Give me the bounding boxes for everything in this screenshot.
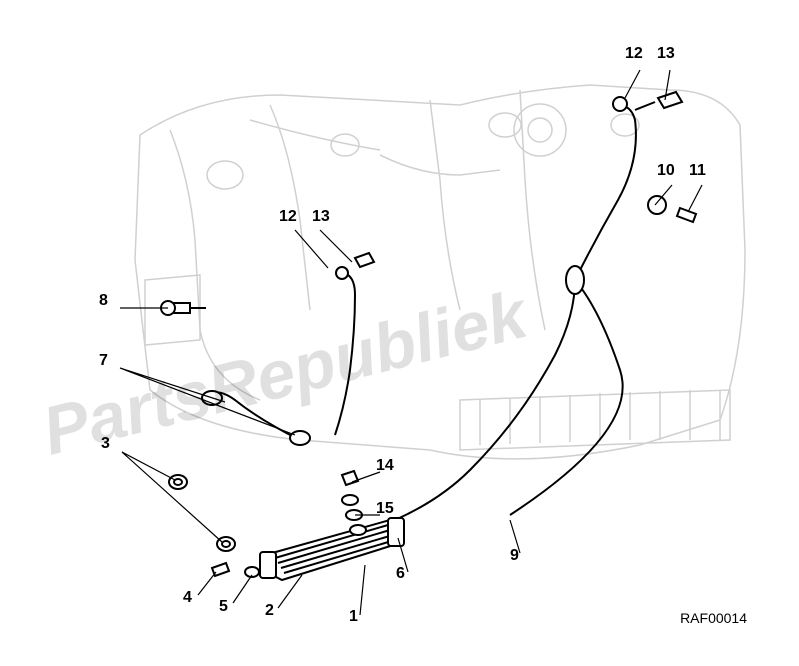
leader-lines: [120, 70, 702, 615]
leader-line: [233, 575, 252, 603]
callout-number: 7: [99, 352, 108, 370]
callout-number: 1: [349, 608, 358, 626]
callout-number: 12: [625, 45, 643, 63]
callout-number: 14: [376, 457, 394, 475]
grommets: [169, 475, 235, 551]
fitting-top-right: [613, 92, 682, 111]
callout-number: 15: [376, 500, 394, 518]
callout-number: 2: [265, 602, 274, 620]
engine-outline: [135, 85, 745, 459]
leader-line: [360, 565, 365, 615]
leader-line: [198, 572, 216, 595]
callout-number: 13: [657, 45, 675, 63]
clamp-right: [648, 196, 696, 222]
fitting-mid: [336, 253, 374, 279]
banjo-14-15: [342, 471, 366, 535]
callout-number: 9: [510, 547, 519, 565]
callout-number: 8: [99, 292, 108, 310]
leader-line: [120, 368, 295, 435]
callout-number: 12: [279, 208, 297, 226]
leader-line: [688, 185, 702, 212]
hoses: [210, 105, 636, 520]
callout-number: 5: [219, 598, 228, 616]
bolt-4-5: [212, 563, 259, 577]
callout-number: 10: [657, 162, 675, 180]
callout-number: 11: [689, 162, 706, 180]
callout-number: 3: [101, 435, 110, 453]
callout-number: 4: [183, 589, 192, 607]
callout-number: 13: [312, 208, 330, 226]
diagram-reference: RAF00014: [680, 610, 747, 626]
oil-cooler: [260, 518, 404, 580]
leader-line: [122, 452, 222, 542]
callout-number: 6: [396, 565, 405, 583]
